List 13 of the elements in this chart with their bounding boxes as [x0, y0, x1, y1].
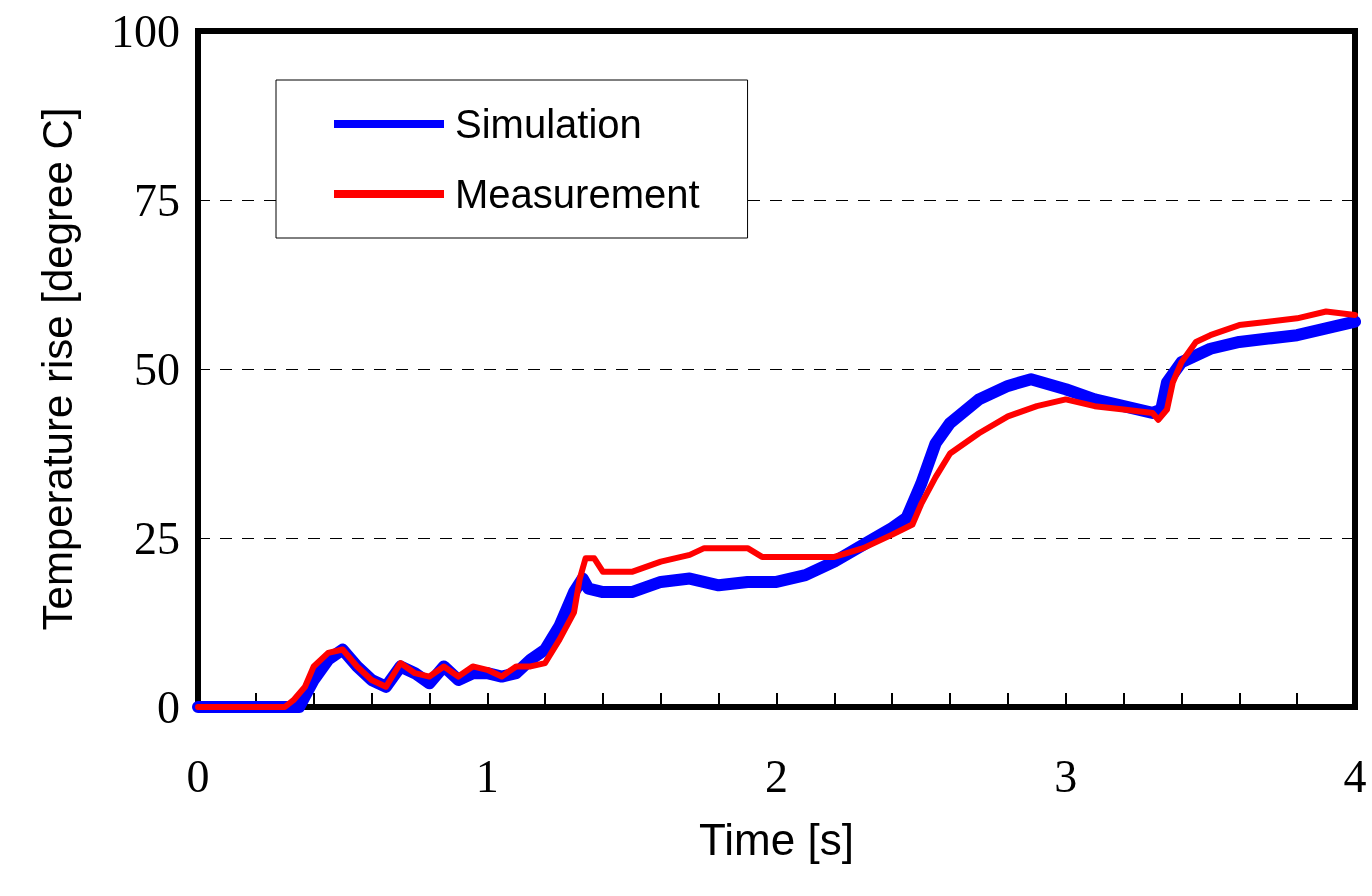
y-axis-title: Temperature rise [degree C]: [33, 107, 81, 631]
y-tick-label: 0: [157, 681, 180, 733]
y-tick-label: 25: [134, 512, 180, 564]
x-axis-title: Time [s]: [699, 814, 854, 864]
y-tick-label: 75: [134, 174, 180, 226]
y-tick-label: 50: [134, 343, 180, 395]
legend-label: Measurement: [455, 172, 700, 216]
x-tick-label: 1: [475, 750, 499, 802]
y-tick-label: 100: [111, 5, 180, 57]
legend-label: Simulation: [455, 102, 642, 146]
x-tick-label: 2: [765, 750, 788, 802]
x-tick-label: 3: [1054, 750, 1078, 802]
x-tick-label: 4: [1343, 750, 1367, 802]
